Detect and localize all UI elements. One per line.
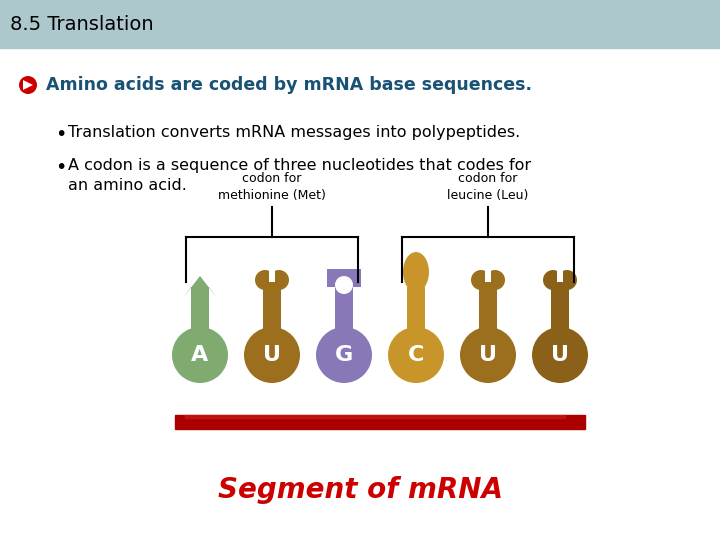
Bar bbox=[407, 287, 425, 355]
Bar bbox=[269, 270, 275, 282]
Bar bbox=[335, 287, 353, 355]
Circle shape bbox=[335, 276, 353, 294]
Polygon shape bbox=[23, 80, 33, 90]
Circle shape bbox=[485, 270, 505, 290]
Circle shape bbox=[557, 270, 577, 290]
Bar bbox=[175, 415, 585, 429]
Text: codon for
leucine (Leu): codon for leucine (Leu) bbox=[447, 172, 528, 202]
Circle shape bbox=[543, 270, 563, 290]
Bar bbox=[479, 287, 497, 355]
Circle shape bbox=[388, 327, 444, 383]
Circle shape bbox=[19, 76, 37, 94]
Bar bbox=[185, 415, 565, 418]
Text: C: C bbox=[408, 345, 424, 365]
Bar bbox=[557, 270, 563, 282]
Text: U: U bbox=[479, 345, 497, 365]
Bar bbox=[263, 287, 281, 355]
Circle shape bbox=[316, 327, 372, 383]
Bar bbox=[551, 287, 569, 355]
Circle shape bbox=[244, 327, 300, 383]
Bar bbox=[485, 270, 491, 282]
Text: •: • bbox=[55, 125, 66, 144]
Text: •: • bbox=[55, 158, 66, 177]
Text: codon for
methionine (Met): codon for methionine (Met) bbox=[218, 172, 326, 202]
Ellipse shape bbox=[403, 252, 429, 292]
Bar bbox=[191, 287, 209, 355]
Text: A codon is a sequence of three nucleotides that codes for
an amino acid.: A codon is a sequence of three nucleotid… bbox=[68, 158, 531, 193]
Circle shape bbox=[460, 327, 516, 383]
Bar bbox=[327, 269, 361, 287]
Text: A: A bbox=[192, 345, 209, 365]
Text: Segment of mRNA: Segment of mRNA bbox=[217, 476, 503, 504]
Text: U: U bbox=[551, 345, 569, 365]
Text: 8.5 Translation: 8.5 Translation bbox=[10, 15, 153, 33]
Text: Amino acids are coded by mRNA base sequences.: Amino acids are coded by mRNA base seque… bbox=[46, 76, 532, 94]
Bar bbox=[0, 0, 720, 48]
Text: G: G bbox=[335, 345, 353, 365]
Circle shape bbox=[255, 270, 275, 290]
Circle shape bbox=[351, 269, 361, 279]
Circle shape bbox=[327, 269, 337, 279]
Circle shape bbox=[471, 270, 491, 290]
Circle shape bbox=[532, 327, 588, 383]
Text: U: U bbox=[263, 345, 281, 365]
Circle shape bbox=[172, 327, 228, 383]
Circle shape bbox=[269, 270, 289, 290]
Text: Translation converts mRNA messages into polypeptides.: Translation converts mRNA messages into … bbox=[68, 125, 521, 140]
Polygon shape bbox=[183, 276, 217, 298]
